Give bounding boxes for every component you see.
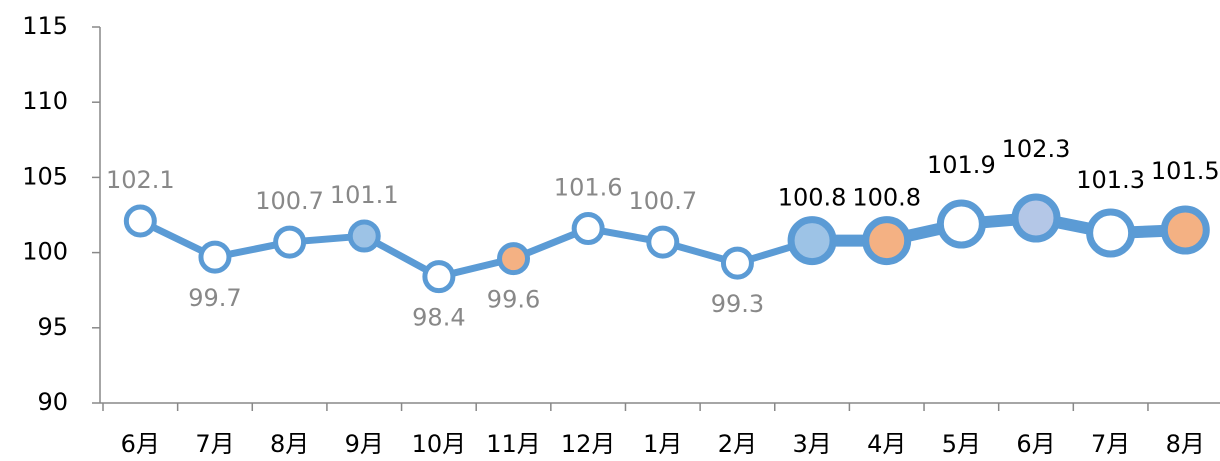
y-tick-label: 90 bbox=[37, 388, 68, 416]
marker bbox=[273, 225, 307, 259]
y-tick-label: 100 bbox=[22, 238, 68, 266]
data-label: 101.6 bbox=[554, 174, 623, 202]
marker bbox=[1011, 193, 1061, 243]
y-tick-label: 105 bbox=[22, 162, 68, 190]
data-label: 101.5 bbox=[1151, 157, 1220, 185]
x-tick-label: 9月 bbox=[345, 430, 384, 458]
x-tick-label: 2月 bbox=[718, 430, 757, 458]
y-tick-label: 95 bbox=[37, 313, 68, 341]
marker bbox=[862, 216, 912, 266]
data-label: 101.9 bbox=[927, 151, 996, 179]
marker bbox=[1160, 205, 1210, 255]
marker bbox=[720, 246, 754, 280]
x-tick-label: 6月 bbox=[121, 430, 160, 458]
data-label: 99.6 bbox=[487, 286, 540, 314]
x-tick-label: 1月 bbox=[643, 430, 682, 458]
marker bbox=[422, 260, 456, 294]
data-label: 100.8 bbox=[852, 184, 921, 212]
marker bbox=[936, 199, 986, 249]
x-tick-label: 4月 bbox=[867, 430, 906, 458]
data-label: 101.3 bbox=[1076, 166, 1145, 194]
x-tick-label: 6月 bbox=[1016, 430, 1055, 458]
y-tick-label: 110 bbox=[22, 87, 68, 115]
marker bbox=[571, 212, 605, 246]
x-tick-label: 5月 bbox=[942, 430, 981, 458]
marker bbox=[646, 225, 680, 259]
data-label: 102.1 bbox=[106, 166, 175, 194]
marker bbox=[787, 216, 837, 266]
x-tick-label: 8月 bbox=[270, 430, 309, 458]
data-label: 99.3 bbox=[711, 290, 764, 318]
marker bbox=[198, 240, 232, 274]
x-tick-label: 7月 bbox=[195, 430, 234, 458]
x-tick-label: 8月 bbox=[1166, 430, 1205, 458]
data-label: 100.7 bbox=[628, 187, 697, 215]
marker bbox=[347, 219, 381, 253]
data-label: 100.8 bbox=[778, 184, 847, 212]
x-tick-label: 12月 bbox=[561, 430, 616, 458]
marker bbox=[123, 204, 157, 238]
data-label: 98.4 bbox=[412, 304, 465, 332]
marker bbox=[1086, 208, 1136, 258]
data-label: 102.3 bbox=[1002, 135, 1071, 163]
data-label: 100.7 bbox=[255, 187, 324, 215]
x-tick-label: 10月 bbox=[412, 430, 467, 458]
marker bbox=[497, 242, 531, 276]
x-tick-label: 7月 bbox=[1091, 430, 1130, 458]
y-tick-label: 115 bbox=[22, 12, 68, 40]
x-tick-label: 3月 bbox=[792, 430, 831, 458]
data-label: 101.1 bbox=[330, 181, 399, 209]
x-tick-label: 11月 bbox=[486, 430, 541, 458]
data-label: 99.7 bbox=[188, 284, 241, 312]
